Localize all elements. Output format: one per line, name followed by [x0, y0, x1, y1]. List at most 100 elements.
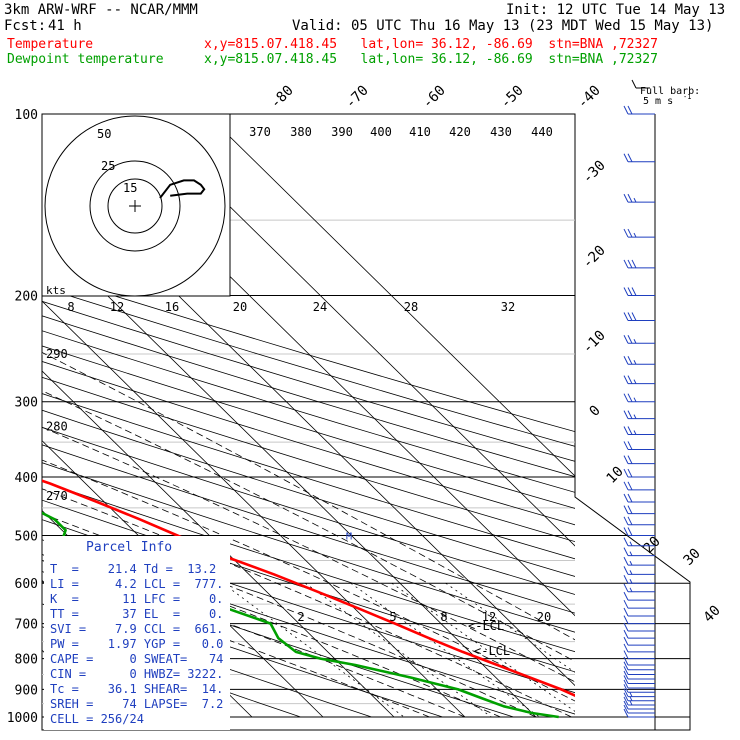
wind-barb — [623, 375, 655, 385]
speed-axis-label: 8 — [67, 300, 74, 314]
wind-barb — [623, 684, 655, 693]
wind-barb-flag — [623, 393, 629, 402]
wind-barb-flag — [623, 287, 629, 296]
wind-barb-flag — [627, 455, 633, 464]
wind-barb-flag — [623, 696, 629, 706]
dry-adiabat-line — [42, 272, 575, 433]
wind-barb — [623, 675, 655, 685]
wind-barb — [623, 481, 655, 491]
pressure-tick-label: 200 — [15, 290, 38, 305]
wind-barb-flag — [627, 410, 633, 419]
parcel-row: CAPE = 0 SWEAT= 74 — [50, 652, 224, 666]
dry-adiabat-line — [42, 286, 575, 447]
speed-axis-label: 16 — [165, 300, 179, 314]
wind-barb — [623, 441, 655, 450]
wind-barb — [623, 661, 655, 671]
wind-barb-flag — [627, 312, 633, 321]
mixing-ratio-line — [350, 582, 540, 718]
wind-barb-flag — [623, 599, 629, 609]
wind-barb-flag — [627, 259, 633, 269]
speed-axis-label: 24 — [313, 300, 327, 314]
dewpoint-profile — [42, 511, 559, 719]
isotherm-label: -70 — [343, 83, 372, 112]
parcel-row: LI = 4.2 LCL = 777. — [50, 577, 224, 591]
wind-barb-flag — [627, 335, 633, 344]
valid-time: Valid: 05 UTC Thu 16 May 13 (23 MDT Wed … — [292, 18, 714, 34]
parcel-row: SREH = 74 LAPSE= 7.2 — [50, 697, 224, 711]
isotherm-label: -30 — [580, 158, 609, 187]
wind-barb-flag — [623, 441, 629, 450]
mixing-ratio-line — [305, 582, 492, 718]
dry-adiabat-line — [42, 603, 372, 718]
wind-barb — [623, 629, 655, 639]
dry-adiabat-line — [42, 426, 575, 595]
wind-barb-flag — [623, 675, 629, 684]
wind-barb-flag — [623, 537, 629, 546]
moist-adiabat-line — [42, 426, 575, 683]
wind-barb — [623, 583, 655, 593]
model-title: 3km ARW-WRF -- NCAR/MMM — [4, 2, 198, 18]
wind-barb-flag — [623, 493, 629, 503]
wind-barb — [623, 692, 655, 702]
wind-barb-flag — [633, 339, 637, 344]
wind-barb-flag — [627, 516, 633, 526]
wind-barb — [623, 566, 655, 575]
wind-barb-flag — [629, 700, 633, 706]
wind-barb-flag — [631, 287, 637, 296]
wind-barb-flag — [623, 636, 629, 646]
isotherm-label: 30 — [681, 546, 704, 569]
wind-barb-flag — [627, 468, 633, 478]
dry-adiabat-line — [42, 300, 575, 462]
wind-barb-flag — [623, 704, 629, 714]
wind-barb-flag — [623, 656, 629, 666]
wind-barb-flag — [633, 430, 637, 435]
wind-barb — [623, 410, 655, 420]
wind-barb-flag — [623, 153, 629, 162]
dry-adiabat-line — [42, 444, 575, 614]
speed-axis-label: 12 — [110, 300, 124, 314]
pressure-tick-label: 400 — [15, 471, 38, 486]
theta-label: 380 — [290, 125, 312, 139]
wind-barb-flag — [633, 379, 637, 384]
temperature-profile — [42, 479, 575, 697]
hodograph-ring — [89, 160, 181, 252]
theta-label: 430 — [490, 125, 512, 139]
wind-barb-flag — [627, 375, 633, 384]
wind-barb — [623, 599, 655, 609]
wind-barb-flag — [631, 259, 637, 269]
parcel-marker: M — [346, 531, 352, 542]
wind-barb-flag — [629, 551, 633, 556]
barb-legend-exponent: -1 — [683, 93, 691, 101]
wind-barb-flag — [623, 455, 629, 464]
wind-barb-flag — [627, 193, 633, 203]
wind-barb — [623, 312, 655, 321]
wind-barb — [623, 537, 655, 547]
wind-barb-flag — [633, 232, 637, 238]
forecast-label: Fcst: — [4, 18, 47, 34]
init-time: Init: 12 UTC Tue 14 May 13 — [506, 2, 726, 18]
wind-barb — [623, 670, 655, 680]
wind-barb — [623, 287, 655, 297]
barb-legend-flag — [631, 79, 637, 89]
wind-barb-flag — [623, 228, 629, 238]
wind-barb — [623, 516, 655, 526]
wind-barb — [623, 527, 655, 536]
wind-barb-flag — [633, 360, 637, 365]
wind-barb — [623, 547, 655, 557]
dry-adiabat-line — [42, 559, 514, 718]
wind-barb-flag — [623, 356, 629, 365]
parcel-row: TT = 37 EL = 0. — [50, 607, 224, 621]
wind-barb — [623, 708, 655, 718]
wind-barb-flag — [629, 692, 633, 697]
theta-left-label: 280 — [46, 420, 68, 434]
hodograph-ring — [44, 115, 226, 297]
hodograph-ring-label: 50 — [97, 127, 111, 141]
wind-barb — [623, 556, 655, 566]
wind-barb — [623, 105, 655, 115]
wind-barb — [623, 688, 655, 698]
dry-adiabat-line — [42, 462, 575, 633]
wind-barb — [623, 591, 655, 601]
pressure-tick-label: 300 — [15, 396, 38, 411]
wind-barb-flag — [623, 481, 629, 491]
wind-barb — [623, 643, 655, 653]
